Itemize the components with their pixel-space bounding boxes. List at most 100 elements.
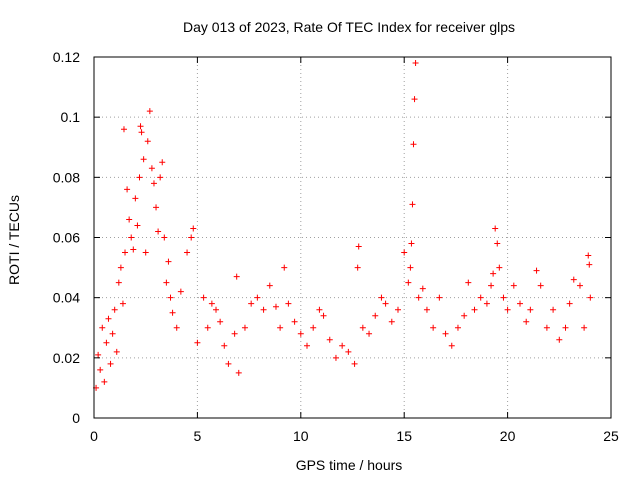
data-point <box>155 228 162 235</box>
data-point <box>310 324 317 331</box>
data-point <box>142 249 149 256</box>
data-point <box>339 342 346 349</box>
data-point <box>586 261 593 268</box>
data-point <box>316 306 323 313</box>
data-point <box>581 324 588 331</box>
data-point <box>126 216 133 223</box>
data-point <box>465 279 472 286</box>
data-point <box>345 348 352 355</box>
data-point <box>204 324 211 331</box>
data-point <box>454 324 461 331</box>
data-point <box>401 249 408 256</box>
data-point <box>124 186 131 193</box>
data-point <box>225 360 232 367</box>
data-point <box>537 282 544 289</box>
data-point <box>533 267 540 274</box>
data-point <box>138 129 145 136</box>
data-point <box>163 279 170 286</box>
data-point <box>366 330 373 337</box>
data-point <box>297 330 304 337</box>
data-point <box>248 300 255 307</box>
y-tick-label: 0.1 <box>61 109 81 125</box>
data-point <box>281 264 288 271</box>
x-tick-label: 25 <box>603 428 619 444</box>
data-point <box>517 300 524 307</box>
data-point <box>95 351 102 358</box>
data-point <box>260 306 267 313</box>
data-point <box>188 234 195 241</box>
data-point <box>200 294 207 301</box>
data-point <box>378 294 385 301</box>
data-point <box>101 378 108 385</box>
data-point <box>504 306 511 313</box>
data-point <box>190 225 197 232</box>
data-point <box>266 282 273 289</box>
data-point <box>410 141 417 148</box>
data-point <box>562 324 569 331</box>
data-point <box>409 201 416 208</box>
data-point <box>527 306 534 313</box>
data-point <box>132 195 139 202</box>
x-tick-label: 0 <box>90 428 98 444</box>
data-point <box>496 264 503 271</box>
y-tick-label: 0.12 <box>53 49 80 65</box>
data-point <box>354 264 361 271</box>
data-points <box>93 60 594 391</box>
data-point <box>448 342 455 349</box>
x-tick-label: 20 <box>500 428 516 444</box>
data-point <box>221 342 228 349</box>
x-tick-label: 5 <box>194 428 202 444</box>
data-point <box>153 204 160 211</box>
data-point <box>405 279 412 286</box>
data-point <box>372 312 379 319</box>
data-point <box>488 282 495 289</box>
data-point <box>157 174 164 181</box>
data-point <box>492 225 499 232</box>
data-point <box>332 354 339 361</box>
data-point <box>109 330 116 337</box>
data-point <box>148 165 155 172</box>
data-point <box>161 234 168 241</box>
data-point <box>117 264 124 271</box>
x-tick-label: 10 <box>293 428 309 444</box>
data-point <box>585 252 592 259</box>
data-point <box>587 294 594 301</box>
data-point <box>471 306 478 313</box>
data-point <box>184 249 191 256</box>
data-point <box>144 138 151 145</box>
data-point <box>173 324 180 331</box>
data-point <box>159 159 166 166</box>
data-point <box>277 324 284 331</box>
data-point <box>494 240 501 247</box>
data-point <box>412 60 419 67</box>
data-point <box>107 360 114 367</box>
data-point <box>423 306 430 313</box>
data-point <box>113 348 120 355</box>
y-tick-label: 0 <box>72 410 80 426</box>
data-point <box>388 318 395 325</box>
data-point <box>411 96 418 103</box>
data-point <box>461 312 468 319</box>
data-point <box>213 306 220 313</box>
data-point <box>291 318 298 325</box>
data-point <box>550 306 557 313</box>
data-point <box>500 294 507 301</box>
data-point <box>436 294 443 301</box>
data-point <box>130 246 137 253</box>
data-point <box>394 306 401 313</box>
data-point <box>169 309 176 316</box>
data-point <box>235 369 242 376</box>
data-point <box>208 300 215 307</box>
data-point <box>241 324 248 331</box>
data-point <box>150 180 157 187</box>
data-point <box>430 324 437 331</box>
data-point <box>233 273 240 280</box>
data-point <box>320 312 327 319</box>
data-point <box>254 294 261 301</box>
data-point <box>137 123 144 130</box>
data-point <box>105 315 112 322</box>
data-point <box>415 294 422 301</box>
data-point <box>523 318 530 325</box>
data-point <box>490 270 497 277</box>
